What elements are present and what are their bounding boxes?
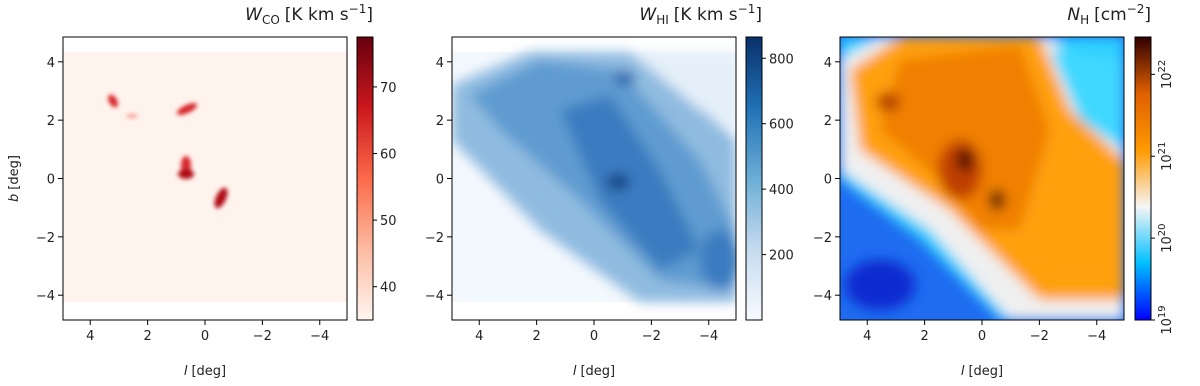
x-axis-label: l [deg] [573,364,615,379]
co-map [63,52,347,302]
panel-title: WCO [K km s−1] [245,2,373,27]
title-sup: −2 [1127,2,1145,16]
x-axis-label: l [deg] [184,364,226,379]
y-tick-label: 4 [47,56,55,71]
title-sup: −1 [738,2,756,16]
x-tick-label: −2 [1030,329,1049,344]
colorbar [1134,36,1152,321]
title-symbol: W [639,5,657,25]
colorbar-tick-label: 1019 [1157,305,1175,334]
panel-title: NH [cm−2] [1067,2,1151,27]
tick-base: 10 [1160,72,1175,89]
x-axis-symbol: l [573,364,577,379]
y-tick-label: −2 [425,231,444,246]
title-end: ] [755,5,762,25]
y-axis-symbol: b [7,194,22,202]
x-axis-unit: [deg] [968,364,1003,379]
nh-map [840,37,1124,320]
y-tick-label: 4 [824,56,832,71]
x-tick-label: 2 [143,329,151,344]
x-tick-label: −4 [1087,329,1106,344]
title-sub: H [1080,13,1089,27]
colorbar-tick-label: 800 [769,52,794,67]
title-end: ] [366,5,373,25]
tick-exponent: 22 [1157,60,1168,73]
x-tick-label: 0 [201,329,209,344]
x-tick-label: 4 [86,329,94,344]
x-tick-label: 0 [978,329,986,344]
title-unit: [K km s [285,5,349,25]
y-tick-label: −2 [36,231,55,246]
x-axis-unit: [deg] [191,364,226,379]
x-axis-label: l [deg] [961,364,1003,379]
tick-exponent: 20 [1157,223,1168,236]
y-tick-label: −4 [36,289,55,304]
x-tick-label: 4 [863,329,871,344]
colorbar-tick-label: 1020 [1157,223,1175,252]
y-tick-label: −4 [425,289,444,304]
tick-base: 10 [1160,154,1175,171]
y-tick-label: 2 [436,114,444,129]
tick-base: 10 [1160,236,1175,253]
colorbar-tick-label: 400 [769,183,794,198]
title-unit: [cm [1094,5,1127,25]
title-sup: −1 [349,2,367,16]
colorbar [745,36,763,321]
colorbar-tick-label: 70 [380,81,397,96]
x-tick-label: −4 [310,329,329,344]
y-tick-label: −2 [813,231,832,246]
colorbar [356,36,374,321]
x-axis-symbol: l [961,364,965,379]
colorbar-tick-label: 1021 [1157,142,1175,171]
y-axis-unit: [deg] [7,155,22,190]
colorbar-tick-label: 60 [380,148,397,163]
tick-exponent: 21 [1157,142,1168,155]
tick-exponent: 19 [1157,305,1168,318]
colorbar-tick-label: 50 [380,214,397,229]
x-axis-unit: [deg] [580,364,615,379]
x-axis-symbol: l [184,364,188,379]
title-sub: HI [656,13,669,27]
y-tick-label: 0 [436,173,444,188]
x-tick-label: 4 [475,329,483,344]
title-unit: [K km s [674,5,738,25]
y-tick-label: 0 [47,173,55,188]
colorbar-tick-label: 600 [769,118,794,133]
title-sub: CO [262,13,280,27]
x-tick-label: 2 [532,329,540,344]
x-tick-label: −2 [253,329,272,344]
y-axis-label: b [deg] [7,155,22,202]
y-tick-label: 0 [824,173,832,188]
x-tick-label: 0 [590,329,598,344]
panel-title: WHI [K km s−1] [639,2,762,27]
tick-base: 10 [1160,318,1175,335]
y-tick-label: 2 [47,114,55,129]
x-tick-label: −2 [642,329,661,344]
colorbar-tick-label: 200 [769,249,794,264]
y-tick-label: −4 [813,289,832,304]
colorbar-tick-label: 1022 [1157,60,1175,89]
x-tick-label: 2 [920,329,928,344]
title-end: ] [1144,5,1151,25]
colorbar-tick-label: 40 [380,281,397,296]
y-tick-label: 4 [436,56,444,71]
title-symbol: W [245,5,263,25]
hi-map [452,52,736,302]
title-symbol: N [1067,5,1080,25]
x-tick-label: −4 [699,329,718,344]
y-tick-label: 2 [824,114,832,129]
